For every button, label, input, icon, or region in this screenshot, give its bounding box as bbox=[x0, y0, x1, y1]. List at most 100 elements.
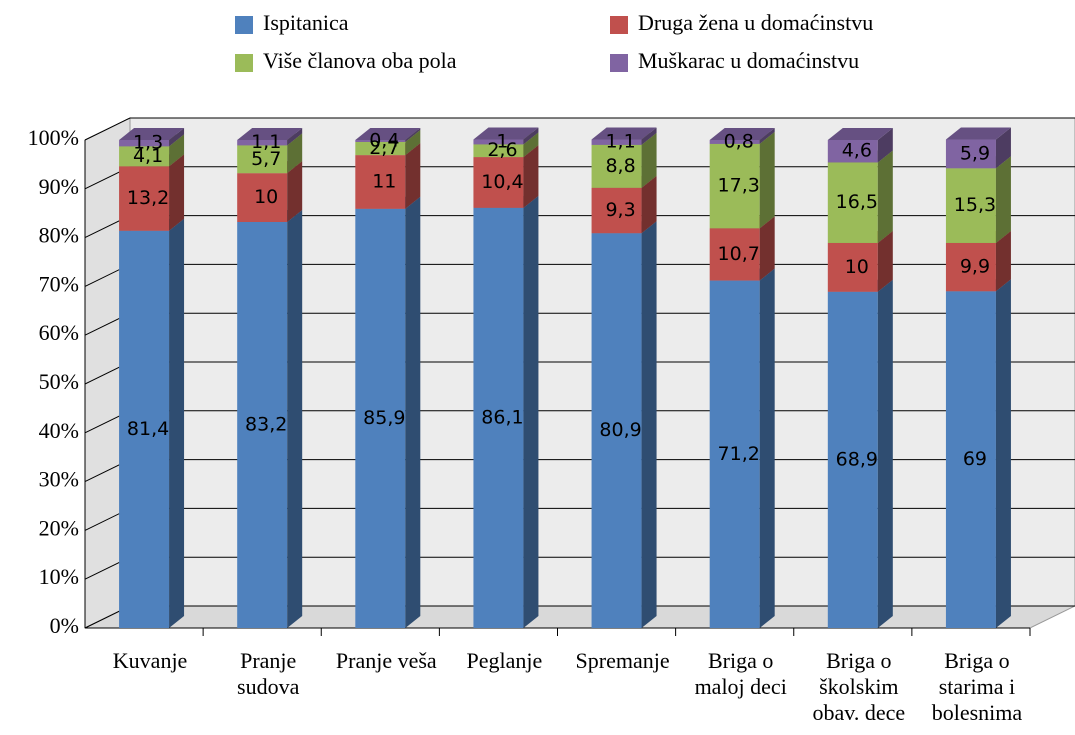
bar-front bbox=[355, 155, 406, 209]
x-tick-label: Briga o školskim obav. dece bbox=[812, 648, 906, 725]
bar-side bbox=[995, 127, 1011, 169]
bar-side bbox=[405, 128, 421, 142]
x-tick-label: Briga o maloj deci bbox=[694, 648, 787, 699]
data-label: 69 bbox=[963, 448, 987, 470]
bar-side bbox=[641, 132, 657, 188]
bar-front bbox=[119, 140, 170, 147]
bar-side bbox=[523, 195, 539, 628]
bar-side bbox=[405, 143, 421, 209]
data-label: 5,7 bbox=[251, 148, 281, 170]
bar-side bbox=[759, 131, 775, 229]
bar-side bbox=[759, 128, 775, 144]
data-label: 2,6 bbox=[487, 139, 517, 161]
bar-top bbox=[591, 127, 657, 140]
bar-side bbox=[877, 128, 893, 163]
y-tick-label: 20% bbox=[39, 515, 79, 540]
bar-side bbox=[287, 133, 303, 174]
bar-top bbox=[709, 128, 775, 140]
bar-front bbox=[591, 233, 642, 628]
y-tick-label: 90% bbox=[39, 174, 79, 199]
x-tick-label: Kuvanje bbox=[112, 648, 188, 673]
legend-swatch bbox=[235, 54, 253, 72]
bar-segment bbox=[709, 128, 775, 144]
bar-side bbox=[877, 150, 893, 243]
bar-segment bbox=[827, 128, 893, 163]
y-tick-label: 80% bbox=[39, 223, 79, 248]
bar-side bbox=[641, 127, 657, 145]
data-label: 17,3 bbox=[718, 175, 760, 197]
bar-top bbox=[119, 128, 185, 140]
bar-front bbox=[473, 157, 524, 208]
bar-front bbox=[591, 187, 642, 234]
y-tick-label: 50% bbox=[39, 369, 79, 394]
bar-side bbox=[995, 279, 1011, 628]
bar-side bbox=[405, 129, 421, 156]
bar-front bbox=[827, 242, 878, 292]
bar-front bbox=[591, 144, 642, 188]
data-label: 8,8 bbox=[605, 155, 635, 177]
y-tick-label: 0% bbox=[50, 613, 79, 638]
bar-front bbox=[709, 140, 760, 144]
bar-side bbox=[877, 279, 893, 628]
bar-segment bbox=[473, 195, 539, 628]
y-tick-label: 100% bbox=[28, 125, 79, 150]
bar-front bbox=[237, 221, 288, 628]
bar-side bbox=[641, 221, 657, 628]
bar-top bbox=[473, 127, 539, 140]
bar-front bbox=[827, 140, 878, 163]
data-label: 15,3 bbox=[954, 194, 996, 216]
x-tick-label: Pranje sudova bbox=[237, 648, 300, 699]
data-label: 4,1 bbox=[133, 145, 163, 167]
bar-front bbox=[591, 139, 642, 145]
y-tick-label: 60% bbox=[39, 320, 79, 345]
legend-label: Više članova oba pola bbox=[263, 48, 457, 73]
bar-side bbox=[995, 156, 1011, 243]
bar-side bbox=[995, 230, 1011, 292]
legend-label: Muškarac u domaćinstvu bbox=[638, 48, 859, 73]
data-label: 10,4 bbox=[481, 171, 523, 193]
bar-top bbox=[355, 128, 421, 140]
bar-segment bbox=[473, 127, 539, 145]
legend-label: Ispitanica bbox=[263, 10, 349, 35]
x-tick-label: Spremanje bbox=[575, 648, 670, 673]
bar-front bbox=[945, 168, 996, 243]
bar-front bbox=[945, 139, 996, 169]
bar-side bbox=[523, 127, 539, 145]
bar-side bbox=[287, 161, 303, 222]
bar-front bbox=[827, 162, 878, 243]
bar-segment bbox=[237, 128, 303, 146]
legend-swatch bbox=[235, 16, 253, 34]
data-label: 80,9 bbox=[599, 419, 641, 441]
data-label: 1 bbox=[496, 130, 508, 152]
x-tick-label: Peglanje bbox=[466, 648, 543, 673]
bar-segment bbox=[945, 230, 1011, 292]
legend-swatch bbox=[610, 54, 628, 72]
bar-front bbox=[119, 230, 170, 628]
bar-segment bbox=[827, 279, 893, 628]
data-label: 5,9 bbox=[960, 142, 990, 164]
bar-top bbox=[945, 127, 1011, 140]
bar-side bbox=[169, 154, 185, 231]
data-label: 0,8 bbox=[724, 130, 754, 152]
bar-side bbox=[759, 268, 775, 628]
data-label: 16,5 bbox=[836, 191, 878, 213]
data-label: 86,1 bbox=[481, 406, 523, 428]
grid-line bbox=[84, 117, 1075, 141]
data-label: 2,7 bbox=[369, 137, 399, 159]
y-tick-label: 10% bbox=[39, 564, 79, 589]
x-tick-label: Pranje veša bbox=[335, 648, 437, 673]
bar-segment bbox=[945, 127, 1011, 169]
bar-side bbox=[169, 128, 185, 147]
bar-top bbox=[827, 128, 893, 140]
bar-side bbox=[523, 132, 539, 158]
bar-segment bbox=[591, 127, 657, 145]
bar-segment bbox=[355, 128, 421, 142]
bar-side bbox=[287, 209, 303, 628]
bar-front bbox=[945, 242, 996, 292]
y-tick-label: 40% bbox=[39, 418, 79, 443]
legend-label: Druga žena u domaćinstvu bbox=[638, 10, 873, 35]
bar-front bbox=[119, 166, 170, 231]
floor bbox=[84, 605, 1075, 629]
